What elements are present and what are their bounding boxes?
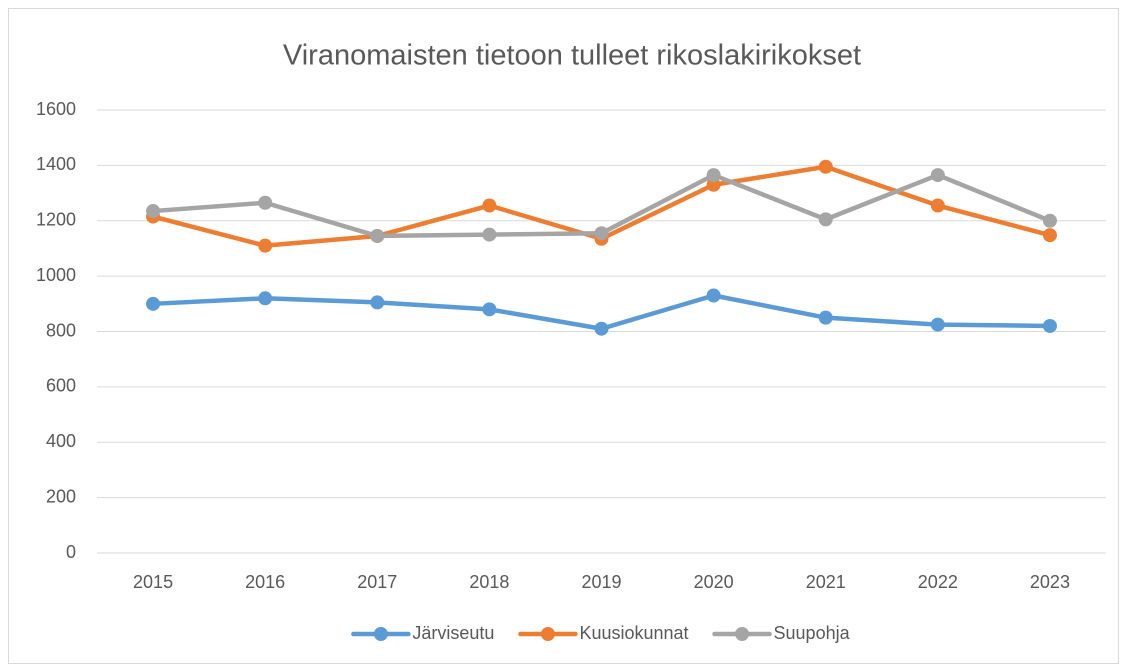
data-point bbox=[594, 321, 609, 336]
data-point bbox=[818, 159, 833, 174]
data-point bbox=[482, 302, 497, 317]
y-tick-label: 1600 bbox=[36, 99, 76, 119]
data-point bbox=[482, 227, 497, 242]
data-point bbox=[930, 168, 945, 183]
chart-border bbox=[8, 8, 1119, 664]
data-point bbox=[930, 317, 945, 332]
x-tick-label: 2022 bbox=[918, 572, 958, 592]
data-point bbox=[482, 198, 497, 213]
x-tick-label: 2016 bbox=[245, 572, 285, 592]
data-point bbox=[706, 168, 721, 183]
data-point bbox=[818, 310, 833, 325]
data-point bbox=[258, 238, 273, 253]
data-point bbox=[930, 198, 945, 213]
data-point bbox=[818, 212, 833, 227]
legend-label: Järviseutu bbox=[412, 623, 494, 643]
x-tick-label: 2018 bbox=[469, 572, 509, 592]
y-tick-label: 200 bbox=[46, 486, 76, 506]
legend-marker bbox=[735, 627, 750, 641]
data-point bbox=[1042, 213, 1057, 228]
data-point bbox=[594, 226, 609, 241]
x-tick-label: 2015 bbox=[133, 572, 173, 592]
y-tick-label: 1200 bbox=[36, 210, 76, 230]
y-tick-label: 600 bbox=[46, 376, 76, 396]
y-tick-label: 800 bbox=[46, 320, 76, 340]
data-point bbox=[1042, 318, 1057, 333]
data-point bbox=[146, 296, 161, 311]
y-tick-label: 400 bbox=[46, 431, 76, 451]
legend-marker bbox=[373, 627, 388, 641]
x-tick-label: 2019 bbox=[581, 572, 621, 592]
x-tick-label: 2023 bbox=[1030, 572, 1070, 592]
x-tick-label: 2020 bbox=[694, 572, 734, 592]
data-point bbox=[706, 177, 721, 192]
legend-marker bbox=[540, 627, 555, 641]
data-point bbox=[370, 228, 385, 243]
x-tick-label: 2021 bbox=[806, 572, 846, 592]
data-point bbox=[706, 288, 721, 303]
chart-title: Viranomaisten tietoon tulleet rikoslakir… bbox=[283, 40, 861, 72]
data-point bbox=[258, 195, 273, 210]
y-tick-label: 0 bbox=[66, 542, 76, 562]
y-tick-label: 1400 bbox=[36, 154, 76, 174]
y-tick-label: 1000 bbox=[36, 265, 76, 285]
data-point bbox=[258, 291, 273, 306]
legend-label: Suupohja bbox=[774, 623, 851, 643]
data-point bbox=[1042, 228, 1057, 243]
data-point bbox=[146, 204, 161, 219]
legend-label: Kuusiokunnat bbox=[579, 623, 688, 643]
x-tick-label: 2017 bbox=[357, 572, 397, 592]
data-point bbox=[370, 295, 385, 310]
